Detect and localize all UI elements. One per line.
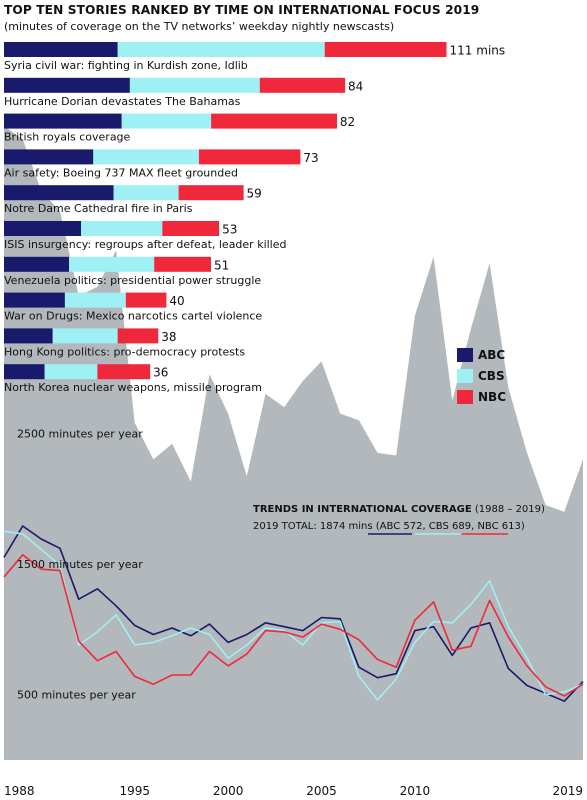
series-line-cbs bbox=[3, 530, 584, 701]
bar-5-abc bbox=[4, 185, 114, 201]
bar-total-5: 59 bbox=[247, 187, 262, 201]
bar-6-nbc bbox=[162, 221, 220, 236]
bar-4-abc bbox=[4, 149, 94, 165]
x-tick-2000: 2000 bbox=[213, 784, 244, 798]
bar-6-abc bbox=[4, 221, 82, 236]
total-coverage-area bbox=[4, 126, 583, 761]
bar-9-abc bbox=[4, 328, 53, 344]
legend-item-cbs: CBS bbox=[457, 365, 506, 386]
page-title: TOP TEN STORIES RANKED BY TIME ON INTERN… bbox=[4, 3, 480, 17]
series-line-nbc bbox=[3, 553, 584, 697]
legend-label-abc: ABC bbox=[478, 347, 506, 362]
bar-4-nbc bbox=[198, 149, 301, 165]
bar-total-2: 84 bbox=[348, 79, 363, 93]
y-label-1500: 1500 minutes per year bbox=[17, 558, 143, 571]
bar-10-nbc bbox=[97, 364, 151, 380]
bar-5-nbc bbox=[178, 185, 244, 201]
x-tick-2005: 2005 bbox=[306, 784, 337, 798]
bar-5-cbs bbox=[113, 185, 179, 201]
story-label-9: Hong Kong politics: pro-democracy protes… bbox=[4, 345, 245, 358]
legend-swatch-abc bbox=[457, 347, 473, 362]
bar-2-cbs bbox=[129, 77, 260, 93]
trend-total-text: 2019 TOTAL: 1874 mins (ABC 572, CBS 689,… bbox=[253, 521, 525, 532]
bar-1-nbc bbox=[324, 42, 447, 57]
bar-total-4: 73 bbox=[303, 151, 318, 165]
story-label-6: ISIS insurgency: regroups after defeat, … bbox=[4, 238, 287, 251]
bar-total-6: 53 bbox=[222, 223, 237, 237]
bar-3-nbc bbox=[211, 113, 337, 129]
bar-total-1: 111 mins bbox=[450, 44, 506, 58]
trend-title-range: (1988 – 2019) bbox=[472, 504, 545, 515]
x-tick-1995: 1995 bbox=[119, 784, 150, 798]
series-line-abc bbox=[3, 525, 584, 703]
page-subtitle: (minutes of coverage on the TV networks’… bbox=[4, 20, 395, 33]
y-label-2500: 2500 minutes per year bbox=[17, 427, 143, 440]
bar-total-9: 38 bbox=[161, 330, 176, 344]
legend-swatch-cbs bbox=[457, 368, 473, 383]
story-label-2: Hurricane Dorian devastates The Bahamas bbox=[4, 95, 241, 108]
bar-3-abc bbox=[4, 113, 122, 129]
x-tick-2010: 2010 bbox=[400, 784, 431, 798]
bar-9-nbc bbox=[117, 328, 159, 344]
bar-2-abc bbox=[4, 77, 130, 93]
legend-label-nbc: NBC bbox=[478, 389, 506, 404]
bar-1-abc bbox=[4, 42, 118, 57]
story-label-8: War on Drugs: Mexico narcotics cartel vi… bbox=[4, 310, 262, 323]
trend-title: TRENDS IN INTERNATIONAL COVERAGE (1988 –… bbox=[253, 504, 545, 515]
x-tick-2019: 2019 bbox=[552, 784, 583, 798]
bar-total-8: 40 bbox=[169, 294, 184, 308]
story-label-4: Air safety: Boeing 737 MAX fleet grounde… bbox=[4, 166, 238, 179]
legend-swatch-nbc bbox=[457, 389, 473, 404]
bar-7-cbs bbox=[69, 256, 155, 272]
bar-total-7: 51 bbox=[214, 258, 229, 272]
story-label-3: British royals coverage bbox=[4, 131, 131, 144]
story-label-10: North Korea nuclear weapons, missile pro… bbox=[4, 381, 262, 394]
bar-8-abc bbox=[4, 292, 65, 308]
story-label-5: Notre Dame Cathedral fire in Paris bbox=[4, 202, 193, 215]
story-label-7: Venezuela politics: presidential power s… bbox=[4, 274, 261, 287]
legend-label-cbs: CBS bbox=[478, 368, 505, 383]
bar-1-cbs bbox=[117, 42, 325, 57]
bar-2-nbc bbox=[259, 77, 346, 93]
bar-total-10: 36 bbox=[153, 366, 168, 380]
bar-8-cbs bbox=[64, 292, 126, 308]
x-tick-1988: 1988 bbox=[4, 784, 35, 798]
bar-total-3: 82 bbox=[340, 115, 355, 129]
legend-item-abc: ABC bbox=[457, 344, 506, 365]
story-label-1: Syria civil war: fighting in Kurdish zon… bbox=[4, 59, 248, 72]
bar-10-abc bbox=[4, 364, 45, 380]
y-label-500: 500 minutes per year bbox=[17, 689, 136, 702]
bar-3-cbs bbox=[121, 113, 211, 129]
bar-10-cbs bbox=[44, 364, 98, 380]
bar-8-nbc bbox=[125, 292, 167, 308]
legend: ABC CBS NBC bbox=[457, 344, 506, 407]
bar-7-abc bbox=[4, 256, 69, 272]
trend-title-main: TRENDS IN INTERNATIONAL COVERAGE bbox=[253, 504, 472, 515]
bar-7-nbc bbox=[154, 256, 211, 272]
legend-item-nbc: NBC bbox=[457, 386, 506, 407]
bar-4-cbs bbox=[93, 149, 199, 165]
bar-9-cbs bbox=[52, 328, 118, 344]
bar-6-cbs bbox=[81, 221, 163, 236]
